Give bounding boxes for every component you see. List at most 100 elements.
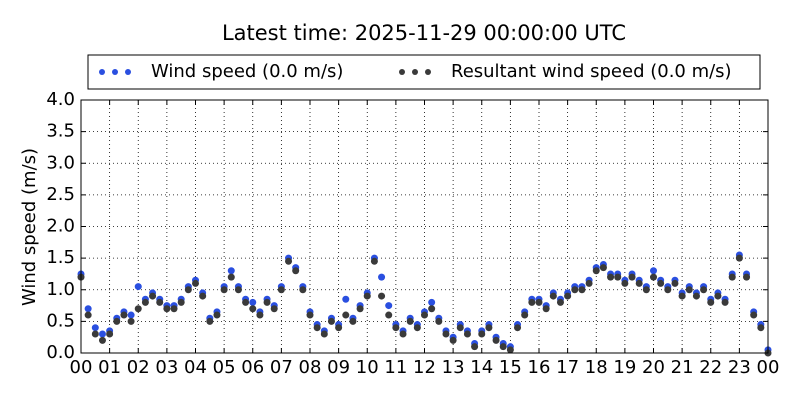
data-point [621,279,629,287]
plot-frame [80,99,769,354]
data-point [335,324,343,332]
x-tick-label: 06 [241,357,264,378]
x-tick-label: 18 [585,357,608,378]
x-tick-label: 00 [70,357,93,378]
data-point [492,336,500,344]
data-point [456,324,464,332]
data-point [370,257,378,265]
data-point [585,279,593,287]
data-point [499,343,507,351]
data-point [342,295,350,303]
data-point [141,298,149,306]
chart-title: Latest time: 2025-11-29 00:00:00 UTC [222,21,626,45]
data-point [163,305,171,313]
data-point [506,346,514,354]
x-tick-label: 01 [98,357,121,378]
legend-marker [399,69,405,75]
data-point [650,273,657,281]
x-tick-label: 00 [757,357,780,378]
legend-label: Resultant wind speed (0.0 m/s) [451,61,732,82]
data-point [485,324,493,332]
data-point [134,305,142,313]
data-point [599,264,607,272]
y-tick-label: 0.0 [46,342,75,363]
data-point [342,311,350,319]
y-tick-label: 1.0 [46,279,75,300]
legend-box [87,54,761,90]
data-point [378,292,386,300]
x-tick-label: 21 [671,357,694,378]
data-point [628,273,636,281]
data-point [556,298,564,306]
data-point [664,286,672,294]
data-point [678,292,686,300]
data-point [471,343,479,351]
data-point [249,305,257,313]
x-tick-label: 04 [184,357,207,378]
legend-marker [99,69,105,75]
x-tick-label: 12 [413,357,436,378]
data-point [592,267,600,275]
data-point [156,298,164,306]
data-point [607,273,615,281]
data-point [428,305,436,313]
data-point [363,292,371,300]
x-tick-label: 19 [613,357,636,378]
data-point [313,324,321,332]
data-point [578,286,586,294]
data-point [327,317,335,325]
x-tick-label: 13 [442,357,465,378]
x-tick-label: 03 [155,357,178,378]
data-point [707,298,715,306]
data-point [743,273,751,281]
data-point [635,279,643,287]
data-point [184,286,192,294]
x-tick-label: 17 [556,357,579,378]
x-tick-label: 16 [528,357,551,378]
data-point [535,298,543,306]
y-tick-label: 4.0 [46,89,75,110]
data-point [113,317,121,325]
data-point [84,311,92,319]
data-point [549,292,557,300]
data-point [385,311,393,319]
legend-marker [125,69,131,75]
data-point [435,317,443,325]
data-point [671,279,679,287]
data-point [249,298,257,306]
data-point [378,273,386,281]
legend-marker [425,69,431,75]
data-point [106,330,114,338]
data-point [277,286,285,294]
data-point [528,298,536,306]
x-tick-label: 22 [699,357,722,378]
data-point [84,305,92,313]
data-point [127,317,135,325]
data-point [299,286,307,294]
y-tick-label: 3.0 [46,152,75,173]
data-point [642,286,650,294]
x-tick-label: 14 [470,357,493,378]
data-point [692,292,700,300]
data-point [320,330,328,338]
data-point [399,330,407,338]
y-tick-label: 2.5 [46,184,75,205]
x-tick-label: 08 [299,357,322,378]
data-point [242,298,250,306]
data-point [392,324,400,332]
x-tick-label: 02 [127,357,150,378]
data-point [428,298,436,306]
data-point [120,311,128,319]
x-tick-label: 07 [270,357,293,378]
data-point [270,305,278,313]
data-point [91,330,99,338]
data-point [542,305,550,313]
data-point [192,279,199,287]
data-point [413,324,421,332]
data-point [127,311,135,319]
data-point [177,298,185,306]
data-point [263,298,271,306]
data-point [714,292,722,300]
legend-marker [412,69,418,75]
